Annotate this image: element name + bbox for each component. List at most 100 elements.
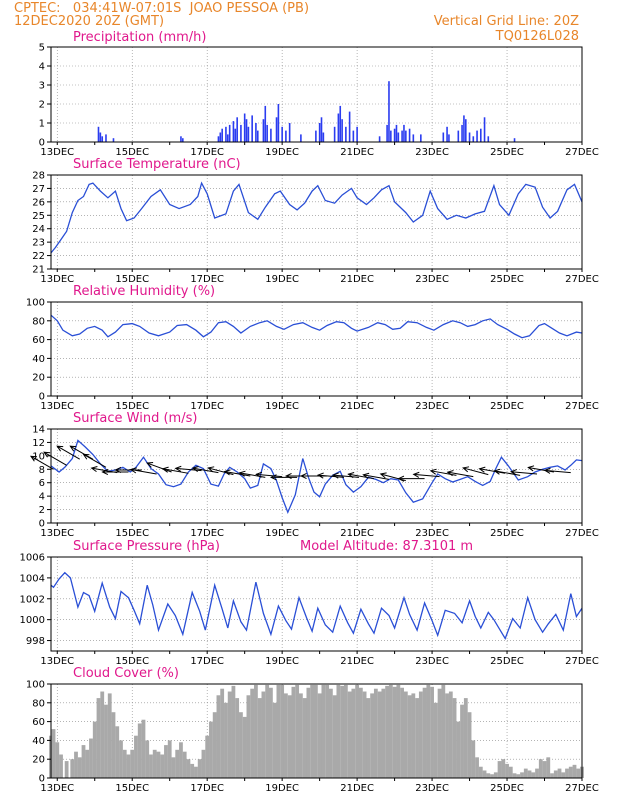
wind-arrow-shaft xyxy=(162,468,189,474)
precip-bar xyxy=(180,136,182,142)
cloud-bar xyxy=(471,740,476,778)
cloud-bar xyxy=(550,773,554,778)
cloud-bar xyxy=(130,749,135,778)
x-tick-label: 27DEC xyxy=(565,528,599,539)
x-tick-label: 23DEC xyxy=(415,401,449,412)
precip-bar xyxy=(412,134,415,142)
panel-frame xyxy=(50,556,583,652)
x-tick-label: 27DEC xyxy=(565,401,599,412)
cloud-bar xyxy=(111,712,116,778)
x-tick-label: 15DEC xyxy=(115,783,149,794)
precip-bar xyxy=(339,105,342,142)
wind-arrow-head xyxy=(114,466,122,474)
precip-bar xyxy=(315,130,317,142)
precip-bar xyxy=(277,104,280,142)
panel-title: Relative Humidity (%) xyxy=(73,284,215,299)
cloud-bar xyxy=(250,688,255,778)
cloud-bar xyxy=(164,745,168,778)
cloud-bar xyxy=(126,754,131,778)
wind-arrow-shaft xyxy=(463,467,489,476)
cloud-bar xyxy=(497,761,502,778)
cloud-bar xyxy=(186,759,191,778)
cloud-bar xyxy=(306,687,311,778)
precip-bar xyxy=(401,130,403,142)
cloud-bar xyxy=(370,693,375,778)
cloud-bar xyxy=(175,749,180,778)
x-tick-label: 19DEC xyxy=(265,401,299,412)
x-tick-label: 19DEC xyxy=(265,147,299,158)
cloud-bar xyxy=(366,698,371,778)
wind-arrow xyxy=(238,470,266,478)
x-tick-label: 25DEC xyxy=(490,528,524,539)
wind-arrow-head xyxy=(129,467,137,474)
cloud-bar xyxy=(280,684,285,778)
cloud-bar xyxy=(553,770,558,778)
precip-bar xyxy=(408,128,411,142)
cloud-bar xyxy=(336,684,341,778)
y-tick-label: 2 xyxy=(39,505,45,516)
wind-arrow-shaft xyxy=(333,474,360,478)
cloud-bar xyxy=(298,693,303,778)
precip-bar xyxy=(405,130,407,142)
x-tick-label: 17DEC xyxy=(190,401,224,412)
header-run-time: 12DEC2020 20Z (GMT) xyxy=(14,14,164,29)
precip-bar xyxy=(112,138,115,142)
header-grid-line: Vertical Grid Line: 20Z xyxy=(434,14,579,29)
x-tick-label: 23DEC xyxy=(415,783,449,794)
y-tick-label: 4 xyxy=(39,62,45,73)
y-tick-label: 14 xyxy=(32,425,45,436)
cloud-bar xyxy=(456,721,461,778)
y-tick-label: 1006 xyxy=(20,553,45,564)
cloud-bar xyxy=(351,688,356,778)
wind-arrow xyxy=(191,466,219,474)
cloud-bar xyxy=(115,726,120,778)
x-tick-label: 21DEC xyxy=(340,528,374,539)
y-tick-label: 1000 xyxy=(20,615,45,626)
x-tick-label: 25DEC xyxy=(490,147,524,158)
wind-arrow-head xyxy=(347,472,355,479)
cloud-bar xyxy=(85,749,90,778)
wind-arrow-shaft xyxy=(430,470,457,476)
cloud-bar xyxy=(385,685,389,778)
wind-arrow-head xyxy=(207,466,215,473)
y-tick-label: 60 xyxy=(32,717,45,728)
y-tick-label: 3 xyxy=(39,81,45,92)
panel-title: Surface Wind (m/s) xyxy=(73,411,197,426)
precip-bar xyxy=(300,134,302,142)
cloud-bar xyxy=(546,757,551,778)
wind-arrow xyxy=(255,471,283,478)
cloud-bar xyxy=(340,685,345,778)
precip-bar xyxy=(219,132,222,142)
cloud-bar xyxy=(531,772,536,778)
wind-arrow-head xyxy=(527,465,535,472)
cloud-bar xyxy=(276,684,281,778)
y-tick-label: 40 xyxy=(32,354,45,365)
wind-arrow-head xyxy=(331,472,339,479)
wind-arrow-shaft xyxy=(256,473,283,478)
x-tick-label: 21DEC xyxy=(340,783,374,794)
cloud-bar xyxy=(415,698,419,778)
precip-bar xyxy=(446,126,448,142)
y-tick-label: 20 xyxy=(32,755,45,766)
precip-bar xyxy=(281,126,283,142)
precip-bar xyxy=(352,130,355,142)
cloud-bar xyxy=(538,759,543,778)
cloud-bar xyxy=(475,757,479,778)
cloud-bar xyxy=(269,687,273,778)
wind-arrow xyxy=(543,467,571,474)
precip-bar xyxy=(388,81,390,142)
precip-bar xyxy=(99,132,102,142)
cloud-bar xyxy=(190,763,195,778)
cloud-bar xyxy=(220,688,225,778)
cloud-bar xyxy=(227,691,232,778)
cloud-bar xyxy=(51,729,56,778)
precip-bar xyxy=(333,126,336,142)
wind-arrow xyxy=(29,455,54,470)
precip-bar xyxy=(513,138,516,142)
precip-bar xyxy=(403,124,405,142)
panel-pressure: Surface Pressure (hPa) Model Altitude: 87… xyxy=(20,539,599,667)
wind-arrow xyxy=(129,467,157,475)
cloud-bar xyxy=(272,702,277,778)
precip-bar xyxy=(320,117,323,142)
wind-arrow xyxy=(397,475,425,482)
